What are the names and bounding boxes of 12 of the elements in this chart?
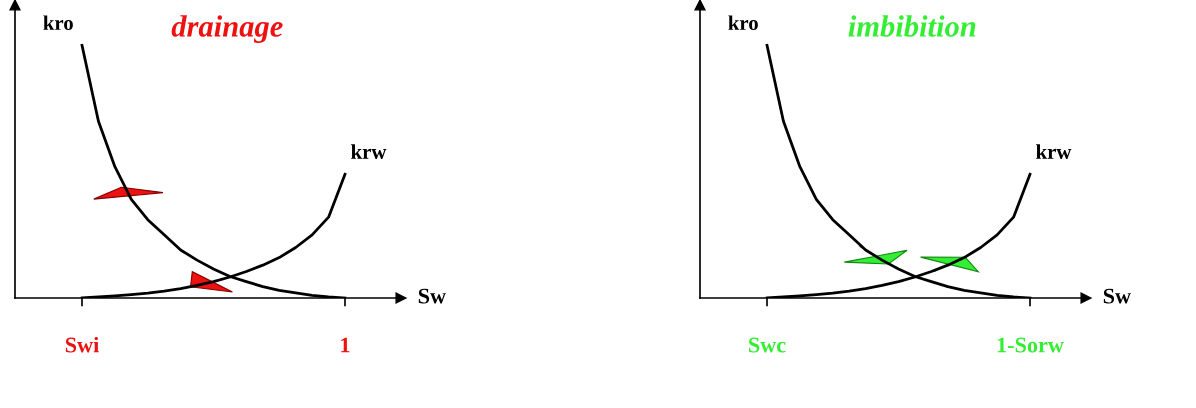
series-label: kro	[728, 15, 758, 31]
x-axis-title: Sw	[1103, 288, 1131, 304]
x-axis-title: Sw	[418, 288, 446, 304]
chart-title: drainage	[171, 15, 283, 43]
chart-title: imbibition	[848, 15, 976, 37]
x-tick-label: Swi	[65, 336, 99, 353]
series-label: krw	[351, 144, 387, 159]
series-label: kro	[43, 15, 73, 31]
x-tick-label: Swc	[749, 337, 786, 353]
x-tick-label: 1	[341, 337, 350, 353]
series-label: krw	[1036, 144, 1072, 159]
x-tick-label: 1-Sorw	[997, 337, 1064, 353]
